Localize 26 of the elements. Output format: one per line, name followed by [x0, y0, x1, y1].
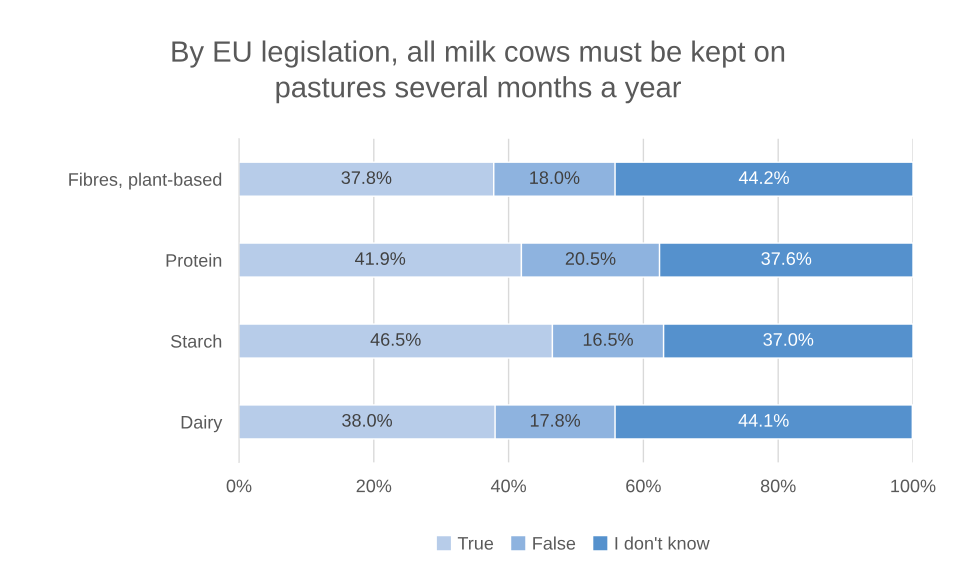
legend-label: True: [458, 537, 494, 550]
data-label: 37.8%: [341, 171, 392, 184]
data-label: 38.0%: [342, 414, 392, 427]
data-label: 41.9%: [355, 252, 406, 265]
x-tick-label: 100%: [891, 480, 936, 492]
data-label: 37.6%: [761, 252, 812, 265]
y-tick-label: Dairy: [182, 415, 222, 432]
data-label: 37.0%: [763, 333, 814, 346]
legend-label: False: [533, 536, 576, 550]
x-tick-label: 40%: [490, 480, 526, 492]
x-tick-label: 0%: [226, 480, 252, 492]
x-tick-label: 80%: [760, 480, 796, 492]
y-tick-label: Protein: [166, 254, 222, 267]
legend-label: I don't know: [616, 536, 710, 550]
data-label: 18.0%: [530, 171, 580, 184]
y-tick-label: Fibres, plant-based: [69, 172, 222, 190]
data-label: 44.2%: [738, 171, 789, 184]
y-tick-label: Starch: [170, 334, 222, 348]
data-label: 20.5%: [566, 252, 616, 265]
data-label: 17.8%: [530, 414, 580, 427]
chart-title: By EU legislation, all milk cows must be kept on pastures several months a year: [172, 40, 784, 104]
data-label: 46.5%: [370, 333, 421, 346]
x-tick-label: 60%: [626, 480, 661, 492]
x-tick-label: 20%: [356, 480, 392, 492]
data-label: 44.1%: [738, 414, 789, 427]
data-label: 16.5%: [584, 333, 633, 346]
